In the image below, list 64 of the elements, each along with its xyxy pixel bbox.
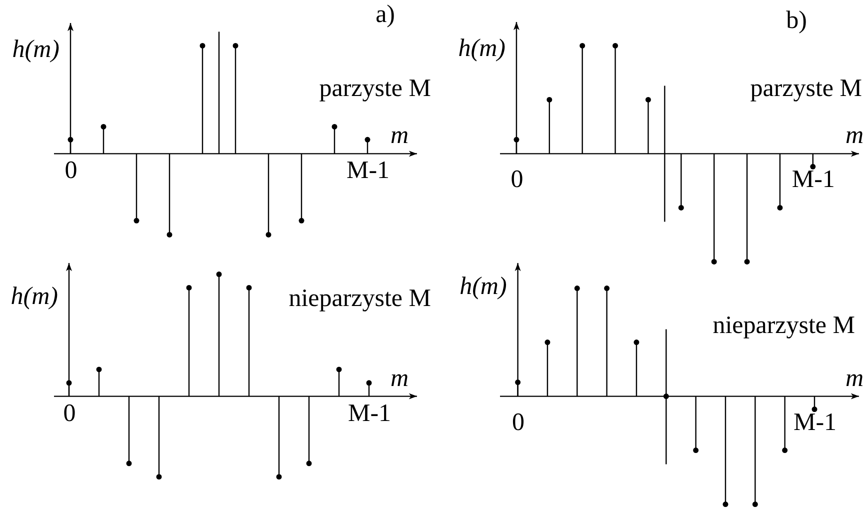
- point: [744, 258, 750, 264]
- y-axis-title: h(m): [12, 36, 60, 63]
- point: [100, 124, 106, 130]
- point: [722, 502, 728, 508]
- point: [546, 96, 552, 102]
- point: [693, 448, 699, 454]
- x-axis-title: m: [390, 122, 408, 150]
- point: [96, 366, 102, 372]
- point: [126, 460, 132, 466]
- chart-title: b): [786, 7, 807, 34]
- text: nieparzyste M: [712, 312, 855, 339]
- point: [232, 42, 238, 48]
- point: [612, 42, 618, 48]
- point: [276, 474, 282, 480]
- y-axis-title: h(m): [10, 283, 58, 310]
- point: [782, 448, 788, 454]
- point: [306, 460, 312, 466]
- x-tick-label: 0: [510, 166, 524, 194]
- text: parzyste M: [319, 75, 431, 102]
- point: [812, 406, 818, 412]
- x-tick-label: M-1: [346, 157, 390, 184]
- point: [678, 204, 684, 210]
- point: [752, 502, 758, 508]
- point: [156, 474, 162, 480]
- point: [186, 284, 192, 290]
- point: [544, 340, 550, 346]
- point: [515, 380, 521, 385]
- x-tick-label: M-1: [793, 408, 837, 436]
- x-tick-label: 0: [64, 157, 78, 184]
- point: [604, 286, 610, 292]
- chart-title: a): [376, 1, 395, 28]
- point: [332, 124, 338, 130]
- chart-subtitle: nieparzyste M: [288, 285, 431, 312]
- point: [514, 136, 520, 142]
- x-tick-label: 0: [512, 408, 525, 436]
- point: [810, 164, 816, 170]
- point: [634, 340, 640, 346]
- point: [166, 232, 172, 238]
- point: [200, 42, 206, 48]
- x-axis-title: m: [845, 364, 864, 392]
- point: [663, 394, 669, 400]
- x-tick-label: M-1: [792, 166, 835, 194]
- point: [216, 272, 222, 278]
- x-axis-title: m: [390, 364, 408, 392]
- y-axis-title: h(m): [460, 273, 507, 300]
- x-tick-label: 0: [63, 400, 76, 427]
- text: parzyste M: [750, 75, 862, 102]
- point: [66, 380, 72, 386]
- point: [574, 286, 580, 292]
- point: [68, 136, 74, 142]
- x-axis-title: m: [845, 122, 864, 150]
- x-tick-label: M-1: [348, 400, 392, 427]
- point: [134, 218, 140, 224]
- point: [298, 218, 304, 224]
- point: [777, 204, 783, 210]
- point: [580, 42, 586, 48]
- point: [366, 380, 372, 386]
- point: [711, 258, 717, 264]
- point: [364, 136, 370, 142]
- point: [246, 284, 252, 290]
- point: [266, 232, 272, 238]
- point: [645, 96, 651, 102]
- y-axis-title: h(m): [458, 35, 506, 62]
- point: [336, 366, 342, 372]
